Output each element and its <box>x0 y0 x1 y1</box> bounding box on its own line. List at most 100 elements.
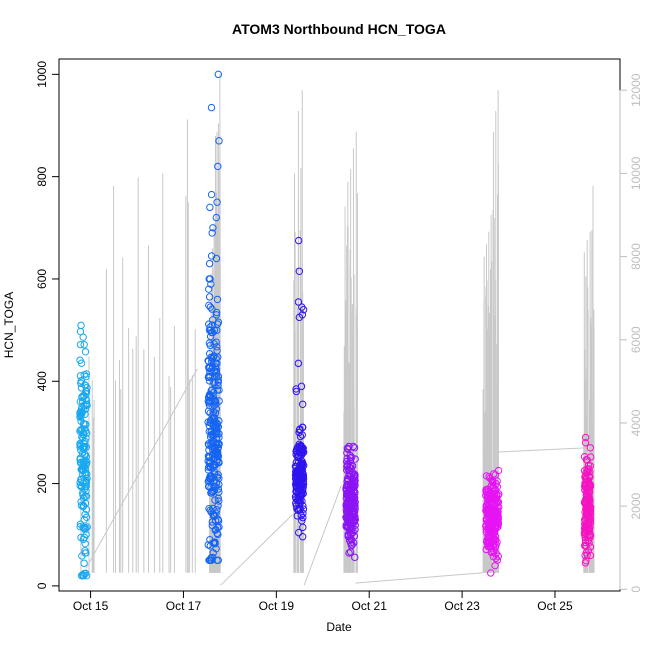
data-point <box>299 489 307 498</box>
data-point <box>487 569 495 577</box>
points-layer <box>76 70 595 580</box>
data-point <box>76 356 84 364</box>
data-point <box>205 504 213 513</box>
data-point <box>349 518 357 527</box>
data-point <box>486 474 494 483</box>
left-tick-label: 200 <box>35 473 49 493</box>
left-tick-label: 400 <box>35 371 49 391</box>
data-point <box>347 534 355 543</box>
data-point <box>488 477 497 485</box>
left-tick-label: 0 <box>35 582 49 589</box>
data-point <box>205 372 213 380</box>
data-point <box>211 540 219 548</box>
data-point <box>204 407 213 415</box>
x-tick-label: Oct 15 <box>73 599 109 613</box>
data-point <box>483 538 491 546</box>
data-point <box>483 515 491 523</box>
data-point <box>298 517 306 525</box>
data-point <box>292 458 301 467</box>
data-point <box>208 487 216 495</box>
right-tick-label: 10000 <box>629 156 643 190</box>
left-tick-label: 1000 <box>35 61 49 88</box>
right-tick-label: 4000 <box>629 409 643 436</box>
data-point <box>212 451 220 459</box>
data-point <box>292 463 300 471</box>
data-point <box>582 455 591 464</box>
data-point <box>484 498 492 507</box>
data-point <box>292 387 301 396</box>
data-point <box>205 293 214 301</box>
data-point <box>77 465 85 474</box>
data-point <box>214 556 222 565</box>
data-point <box>212 405 221 413</box>
data-point <box>205 275 213 283</box>
data-point <box>581 438 590 447</box>
data-point <box>343 444 351 452</box>
data-point <box>82 370 91 378</box>
data-point <box>342 521 350 529</box>
data-point <box>482 522 490 530</box>
data-point <box>346 495 355 504</box>
data-point <box>299 305 308 314</box>
data-point <box>214 471 222 479</box>
data-point <box>206 368 214 376</box>
data-point <box>493 523 501 532</box>
plot-frame <box>58 58 621 592</box>
data-point <box>296 444 305 453</box>
data-point <box>212 213 220 222</box>
data-point <box>492 491 501 499</box>
data-point <box>583 520 592 529</box>
data-point <box>297 511 305 520</box>
data-point <box>206 433 215 441</box>
data-point <box>210 538 218 546</box>
data-point <box>77 377 85 385</box>
data-point <box>205 459 213 467</box>
left-tick-label: 600 <box>35 269 49 289</box>
data-point <box>585 501 593 510</box>
data-point <box>81 348 90 356</box>
data-point <box>81 381 90 390</box>
data-point <box>81 510 89 519</box>
data-point <box>294 489 303 497</box>
x-tick-label: Oct 19 <box>259 599 295 613</box>
data-point <box>490 492 499 500</box>
data-point <box>493 483 502 491</box>
data-point <box>207 103 216 112</box>
data-point <box>76 443 84 451</box>
data-point <box>214 70 223 79</box>
data-point <box>213 295 222 304</box>
data-point <box>350 444 359 452</box>
data-point <box>214 162 222 171</box>
data-point <box>345 494 354 503</box>
data-point <box>78 466 86 474</box>
data-point <box>293 512 301 520</box>
data-point <box>489 470 498 478</box>
altitude-transit-line <box>220 514 293 586</box>
data-point <box>294 298 303 306</box>
data-point <box>80 450 89 458</box>
data-point <box>347 520 355 529</box>
data-point <box>584 498 592 506</box>
right-tick-label: 12000 <box>629 73 643 107</box>
data-point <box>292 450 300 459</box>
data-point <box>209 224 217 232</box>
data-point <box>482 545 490 554</box>
data-point <box>298 423 307 432</box>
data-point <box>76 413 84 421</box>
data-point <box>584 506 592 514</box>
data-point <box>205 377 214 385</box>
data-point <box>207 392 215 401</box>
data-point <box>205 326 214 334</box>
data-point <box>81 549 89 557</box>
data-point <box>207 328 216 337</box>
data-point <box>213 359 221 368</box>
data-point <box>215 458 223 467</box>
data-point <box>582 549 590 557</box>
data-point <box>209 392 217 401</box>
data-point <box>205 350 214 358</box>
data-point <box>208 357 216 366</box>
data-point <box>346 451 354 460</box>
data-point <box>580 482 589 490</box>
data-point <box>344 530 352 539</box>
data-point <box>82 390 90 398</box>
